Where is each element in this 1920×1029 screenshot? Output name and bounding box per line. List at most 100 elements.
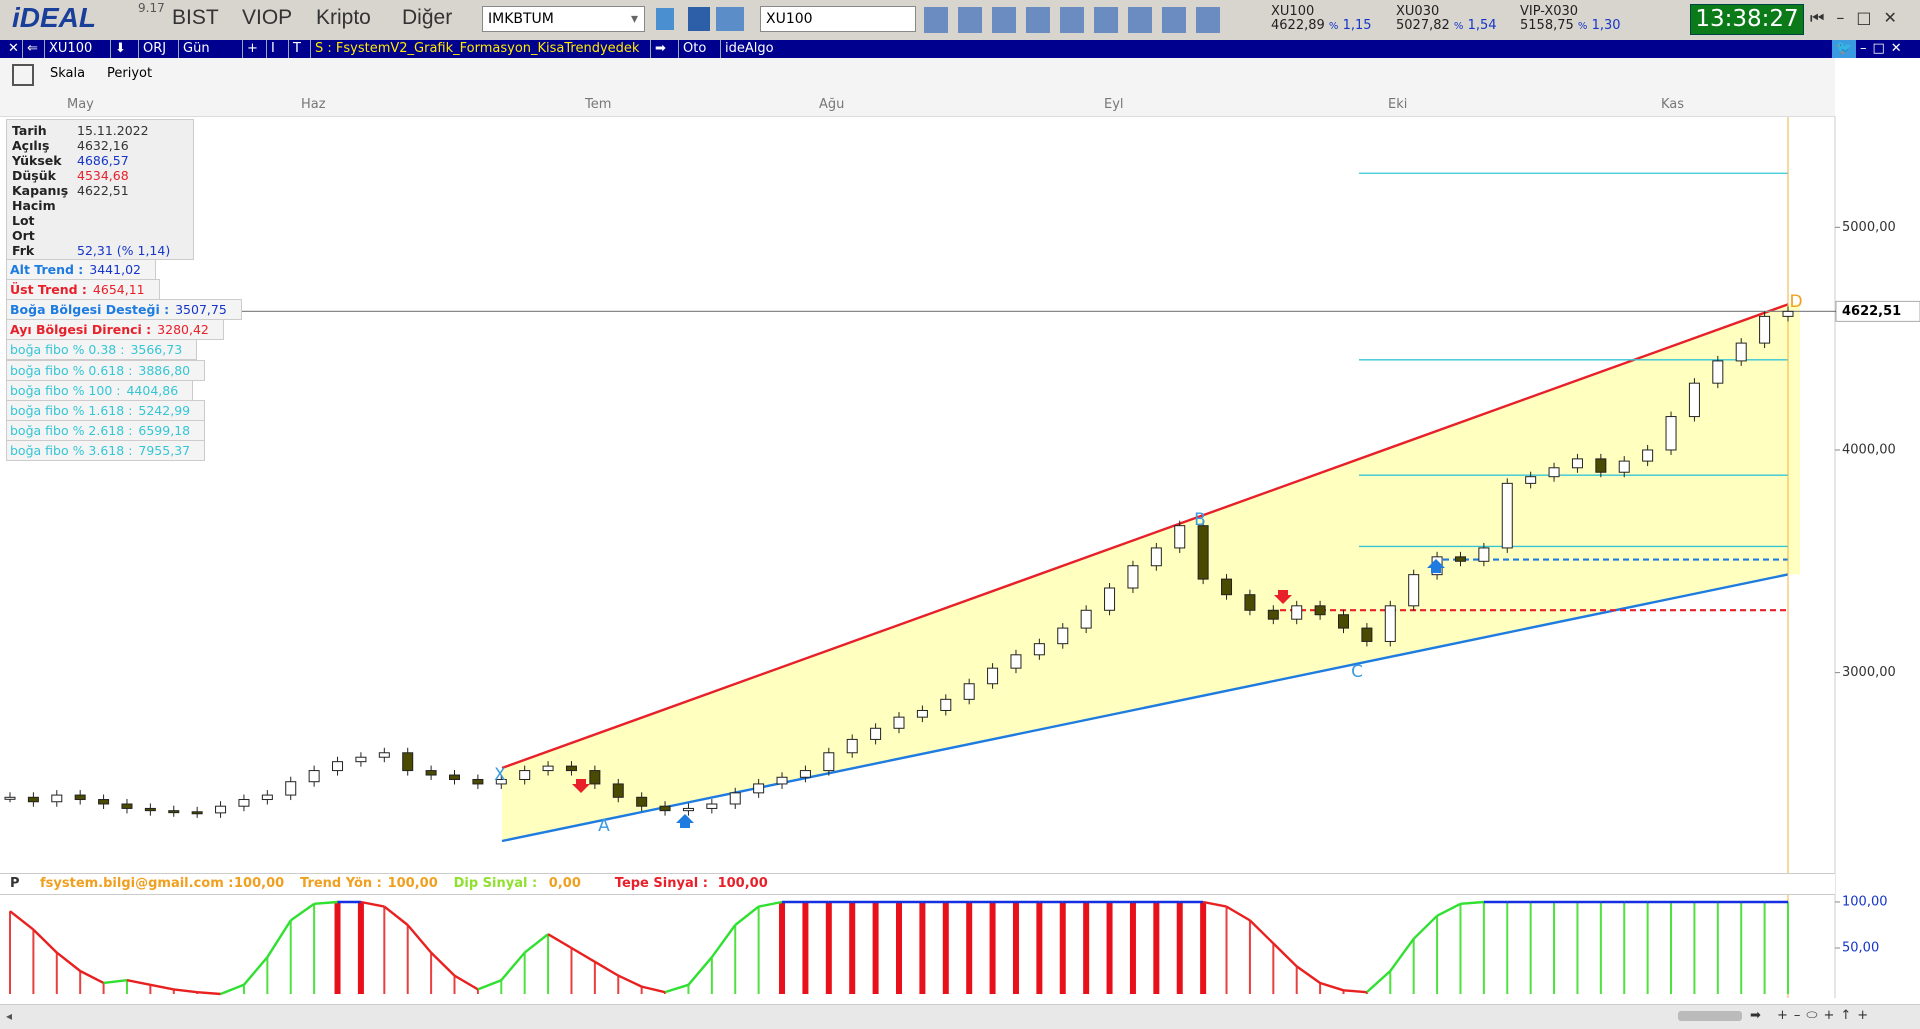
back-button[interactable]: ⇐	[22, 40, 42, 58]
icon[interactable]	[688, 7, 710, 31]
osc-bar	[334, 902, 341, 994]
osc-bar	[1200, 902, 1207, 994]
info-value: 4622,51	[77, 183, 129, 198]
candle	[1384, 605, 1396, 642]
menu-item[interactable]: BIST	[172, 6, 219, 29]
bar-item[interactable]: I	[266, 40, 279, 58]
osc-bar	[687, 984, 690, 994]
osc-bar	[1482, 902, 1485, 994]
scroll-thumb[interactable]	[1678, 1011, 1742, 1021]
candle	[1548, 467, 1560, 478]
osc-line	[453, 974, 479, 991]
candle	[963, 683, 975, 700]
window-controls[interactable]: –□✕	[1860, 41, 1908, 56]
scroll-left[interactable]: ◂	[6, 1009, 13, 1023]
bar-item[interactable]: T	[288, 40, 305, 58]
candle	[1314, 605, 1326, 616]
osc-line	[758, 900, 783, 908]
level-name: boğa fibo % 1.618 :	[10, 402, 133, 418]
osc-bar	[1436, 915, 1439, 994]
info-value: 4534,68	[77, 168, 129, 183]
candle	[1174, 525, 1186, 549]
twitter-icon[interactable]: 🐦	[1832, 40, 1857, 58]
version: 9.17	[138, 1, 165, 15]
tool-icons[interactable]	[924, 7, 1224, 33]
menu-item[interactable]: Diğer	[402, 6, 453, 29]
osc-line	[56, 951, 81, 972]
osc-bar	[313, 903, 316, 994]
bar-item[interactable]: +	[242, 40, 262, 58]
info-label: Kapanış	[12, 183, 69, 198]
candle	[1127, 565, 1139, 589]
candle	[355, 756, 367, 763]
sub-toolbar-item[interactable]: Periyot	[107, 66, 153, 81]
menu-item[interactable]: Kripto	[316, 6, 371, 29]
bar-item[interactable]: S : FsystemV2_Grafik_Formasyon_KisaTrend…	[310, 40, 643, 58]
sub-toolbar-item[interactable]: Skala	[50, 66, 86, 81]
candle	[729, 792, 741, 805]
candle	[1197, 525, 1209, 580]
level-value: 7955,37	[138, 442, 191, 458]
bar-item[interactable]: Gün	[178, 40, 214, 58]
osc-bar	[664, 992, 667, 994]
last-price-label: 4622,51	[1842, 304, 1901, 319]
icon[interactable]	[716, 7, 744, 31]
candle	[1571, 458, 1583, 469]
bar-item[interactable]: XU100	[44, 40, 96, 58]
candle	[1525, 476, 1537, 484]
month-label: Kas	[1661, 97, 1685, 112]
level-value: 4654,11	[92, 282, 145, 298]
list-select[interactable]: IMKBTUM ▾	[482, 6, 645, 32]
bar-item[interactable]: ORJ	[138, 40, 170, 58]
clock: 13:38:27	[1690, 4, 1804, 35]
osc-bar	[242, 984, 245, 994]
osc-line	[266, 919, 292, 958]
down-button[interactable]: ⬇	[110, 40, 130, 58]
save-icon[interactable]	[12, 64, 34, 86]
candle	[706, 803, 718, 809]
osc-bar	[500, 980, 503, 994]
close-button[interactable]: ✕	[8, 41, 19, 56]
candle	[472, 778, 484, 785]
candle	[589, 770, 601, 785]
ticker-change: 1,15	[1342, 18, 1372, 33]
ticker-price: 5158,75	[1520, 18, 1574, 33]
osc-bar	[1176, 902, 1183, 994]
menu-item[interactable]: VIOP	[242, 6, 293, 29]
symbol-input[interactable]: XU100	[760, 6, 916, 32]
osc-bar	[1225, 906, 1228, 994]
candle	[285, 781, 297, 796]
info-label: Açılış	[12, 138, 50, 153]
pattern-point: A	[598, 816, 610, 836]
level-name: Üst Trend :	[10, 282, 87, 298]
osc-bar	[1459, 903, 1462, 994]
osc-bar	[570, 948, 573, 994]
osc-bar	[1272, 943, 1275, 994]
icon[interactable]	[656, 8, 674, 30]
osc-bar	[55, 952, 58, 994]
osc-bar	[1623, 902, 1626, 994]
osc-line	[79, 969, 105, 985]
osc-line	[1225, 905, 1251, 922]
osc-bar	[9, 911, 11, 994]
candle	[916, 709, 928, 718]
osc-line	[1319, 981, 1344, 992]
osc-bar	[266, 957, 269, 994]
level-row: boğa fibo % 100 : 4404,86	[6, 379, 194, 401]
bar-item[interactable]: ideAlgo	[720, 40, 778, 58]
osc-bar	[1129, 902, 1136, 994]
bar-item[interactable]: Oto	[678, 40, 710, 58]
oscillator-legend: P fsystem.bilgi@gmail.com :100,00 Trend Y…	[0, 873, 1835, 895]
month-label: Tem	[585, 97, 612, 112]
forward-button[interactable]: ➡	[650, 40, 670, 58]
window-controls[interactable]: ⏮–□✕	[1810, 8, 1909, 27]
osc-line	[197, 990, 221, 996]
zoom-controls[interactable]: ➡ +–⬭+↑+	[1750, 1008, 1875, 1023]
level-row: Alt Trend : 3441,02	[6, 259, 156, 280]
ticker-name: VIP-X030	[1520, 4, 1579, 19]
osc-bar	[757, 906, 760, 994]
osc-bar	[1059, 902, 1066, 994]
candle	[846, 738, 858, 754]
level-value: 3507,75	[175, 302, 227, 318]
osc-line	[1202, 900, 1227, 908]
